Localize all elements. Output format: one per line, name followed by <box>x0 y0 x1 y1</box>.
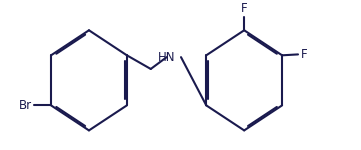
Text: F: F <box>300 48 307 61</box>
Text: F: F <box>241 2 248 15</box>
Text: Br: Br <box>19 99 32 112</box>
Text: HN: HN <box>158 51 175 64</box>
